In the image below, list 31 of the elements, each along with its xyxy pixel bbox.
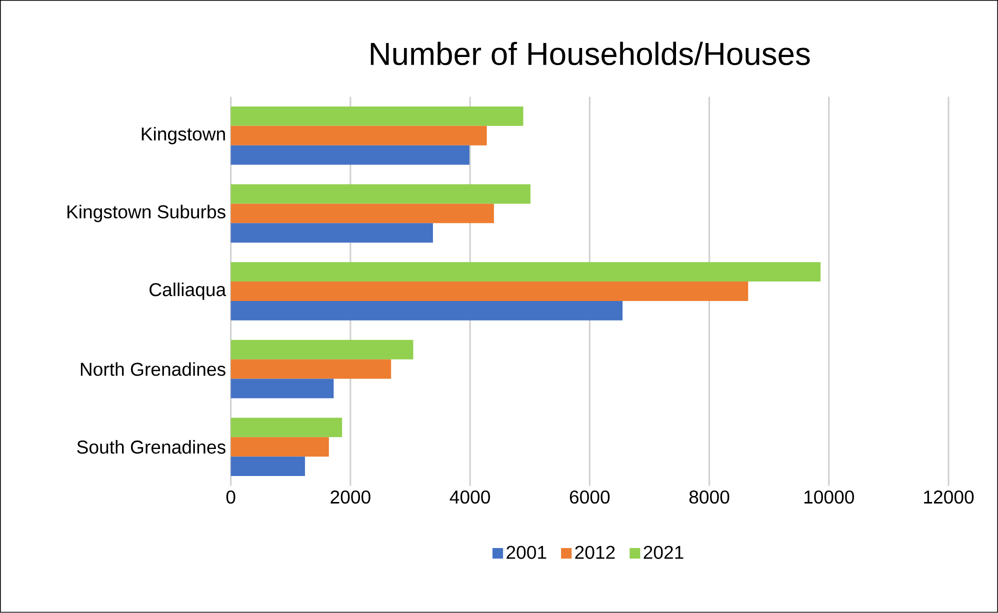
y-tick-label: South Grenadines bbox=[77, 440, 226, 454]
y-tick-label: Calliaqua bbox=[150, 282, 226, 300]
bar bbox=[230, 437, 329, 457]
x-tick-label: 12000 bbox=[924, 490, 974, 504]
bar bbox=[230, 282, 748, 302]
legend-label: 2021 bbox=[644, 546, 684, 560]
chart-title: Number of Households/Houses bbox=[370, 42, 810, 66]
bar bbox=[230, 378, 334, 398]
bar bbox=[230, 262, 821, 282]
bar bbox=[230, 456, 305, 476]
bar bbox=[230, 340, 414, 360]
x-tick-label: 8000 bbox=[689, 490, 730, 504]
y-tick-label: Kingstown Suburbs bbox=[68, 204, 226, 222]
legend-label: 2001 bbox=[506, 546, 546, 560]
bar bbox=[230, 146, 470, 165]
bar bbox=[230, 301, 623, 321]
bar bbox=[230, 223, 433, 243]
x-tick-label: 4000 bbox=[450, 490, 490, 504]
x-tick-label: 2000 bbox=[330, 490, 370, 504]
y-tick-label: North Grenadines bbox=[80, 362, 226, 376]
bar bbox=[230, 106, 524, 126]
x-tick-label: 10000 bbox=[804, 490, 854, 504]
bar bbox=[230, 418, 342, 438]
bar bbox=[230, 204, 494, 224]
bar bbox=[230, 126, 487, 146]
bar bbox=[230, 184, 530, 204]
x-tick-label: 0 bbox=[226, 490, 236, 504]
legend-label: 2012 bbox=[575, 546, 615, 560]
x-tick-label: 6000 bbox=[570, 490, 610, 504]
bar bbox=[230, 359, 392, 379]
y-tick-label: Kingstown bbox=[142, 127, 225, 144]
